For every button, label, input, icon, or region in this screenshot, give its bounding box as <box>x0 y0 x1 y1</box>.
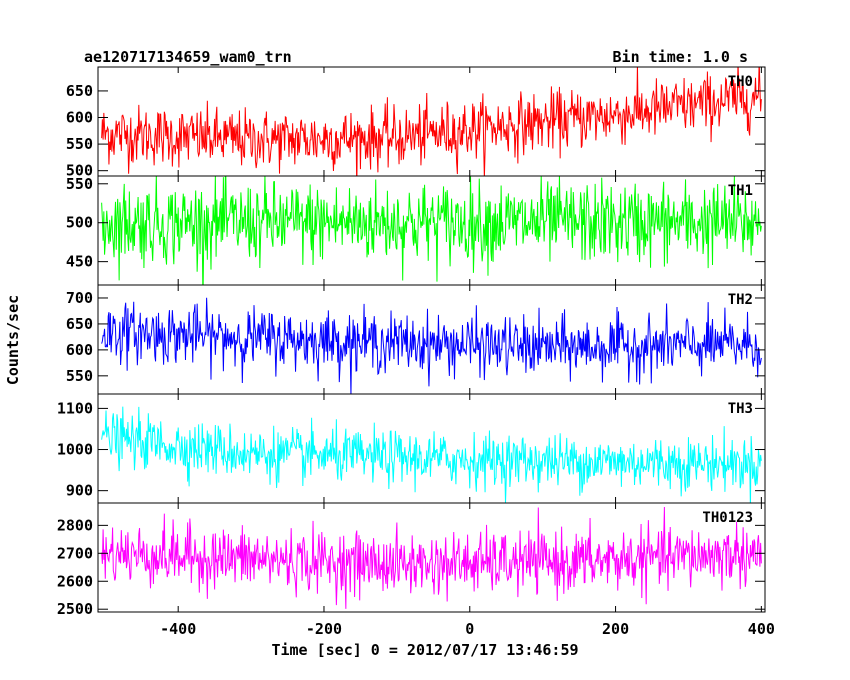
bin-time-label: Bin time: 1.0 s <box>613 48 748 66</box>
y-tick-label: 450 <box>66 253 93 271</box>
panel-frame <box>97 502 766 613</box>
x-axis-title: Time [sec] 0 = 2012/07/17 13:46:59 <box>271 641 578 659</box>
y-tick-label: 550 <box>66 367 93 385</box>
x-axis: -400 -200 0 200 400 <box>160 620 775 638</box>
y-tick-label: 600 <box>66 341 93 359</box>
y-tick-label: 650 <box>66 82 93 100</box>
y-tick-label: 550 <box>66 175 93 193</box>
panel-label: TH0 <box>728 74 753 90</box>
y-tick-label: 650 <box>66 315 93 333</box>
y-tick-label: 600 <box>66 109 93 127</box>
y-tick-label: 1100 <box>57 399 93 417</box>
series-line-th2 <box>101 297 762 394</box>
panel-th0: 500 550 600 650 TH0 <box>66 66 766 180</box>
y-tick-label: 700 <box>66 289 93 307</box>
panel-th0123: 2500 2600 2700 2800 TH0123 <box>57 502 766 618</box>
series-line-th1 <box>101 176 762 285</box>
x-tick-label: 400 <box>748 620 775 638</box>
panel-frame <box>97 66 766 177</box>
y-tick-label: 2800 <box>57 516 93 534</box>
chart-title: ae120717134659_wam0_trn <box>84 48 292 66</box>
y-tick-label: 2700 <box>57 544 93 562</box>
x-tick-label: 0 <box>465 620 474 638</box>
series-line-th3 <box>101 406 762 503</box>
y-axis-title: Counts/sec <box>4 295 22 385</box>
series-line-th0 <box>101 67 762 176</box>
x-tick-label: -400 <box>160 620 196 638</box>
y-tick-label: 1000 <box>57 441 93 459</box>
x-tick-label: 200 <box>602 620 629 638</box>
series-line-th0123 <box>101 506 762 609</box>
panel-th1: 450 500 550 TH1 <box>66 175 766 286</box>
panel-th3: 900 1000 1100 TH3 <box>57 393 766 504</box>
panel-label: TH1 <box>728 183 753 199</box>
y-tick-label: 500 <box>66 214 93 232</box>
panel-label: TH0123 <box>702 510 753 526</box>
panel-th2: 550 600 650 700 TH2 <box>66 284 766 395</box>
x-tick-label: -200 <box>306 620 342 638</box>
y-tick-label: 2600 <box>57 572 93 590</box>
y-tick-label: 500 <box>66 162 93 180</box>
panel-label: TH2 <box>728 292 753 308</box>
panel-label: TH3 <box>728 401 753 417</box>
y-tick-label: 2500 <box>57 600 93 618</box>
y-tick-label: 550 <box>66 135 93 153</box>
y-tick-label: 900 <box>66 482 93 500</box>
